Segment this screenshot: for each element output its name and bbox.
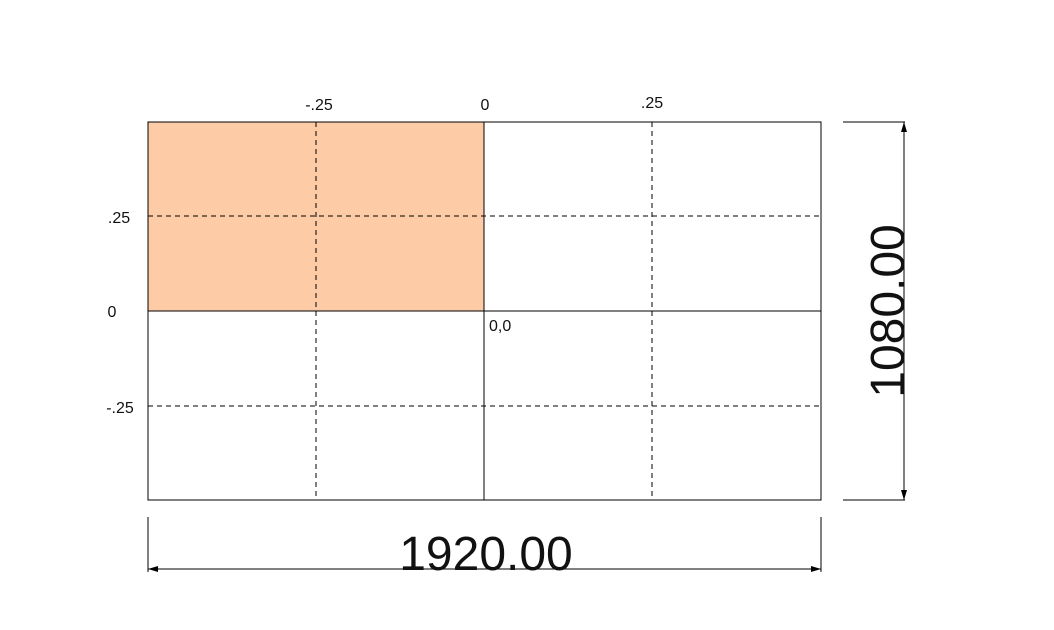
y-tick-label: -.25 xyxy=(106,400,134,417)
width-dimension-label: 1920.00 xyxy=(399,528,573,581)
y-tick-label: 0 xyxy=(108,304,117,321)
height-dimension-label: 1080.00 xyxy=(862,224,915,398)
y-tick-label: .25 xyxy=(108,210,130,227)
x-tick-label: 0 xyxy=(481,97,490,114)
x-tick-label: .25 xyxy=(641,95,663,112)
origin-label: 0,0 xyxy=(489,318,511,335)
x-tick-label: -.25 xyxy=(305,97,333,114)
